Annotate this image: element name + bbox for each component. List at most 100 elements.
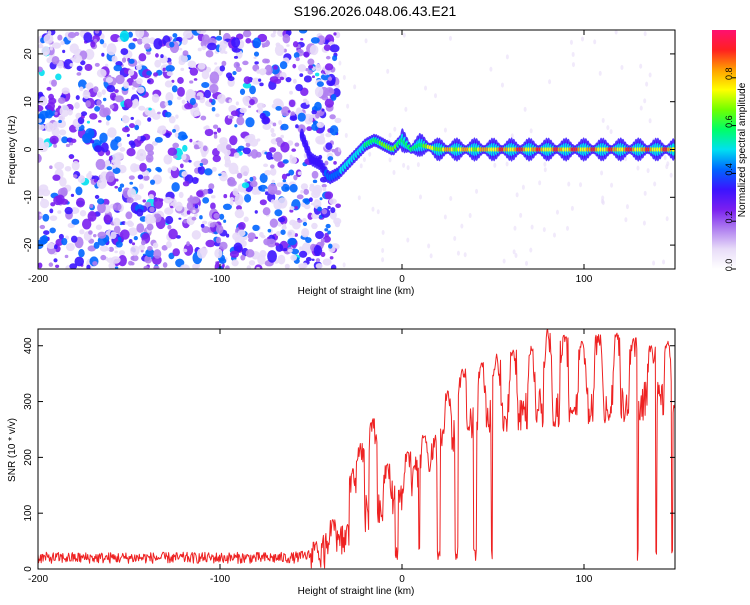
spectrogram-noise-cell: [239, 88, 246, 95]
spectrogram-noise-cell: [55, 73, 62, 81]
spectrogram-noise-cell: [115, 241, 123, 248]
spectrogram-faint-cell: [519, 212, 523, 218]
spectrogram-faint-cell: [502, 258, 506, 264]
spectrogram-noise-cell: [177, 86, 185, 97]
spectrogram-noise-cell: [215, 236, 222, 244]
spectrogram-faint-cell: [569, 39, 573, 45]
spectrogram-noise-cell: [119, 147, 126, 152]
spectrogram-noise-cell: [229, 200, 234, 206]
spectrogram-faint-cell: [342, 75, 346, 81]
spectrogram-noise-cell: [89, 203, 94, 209]
spectrogram-faint-cell: [406, 165, 410, 171]
spectrogram-noise-cell: [334, 117, 342, 124]
spectrogram-faint-cell: [353, 84, 357, 90]
spectrogram-noise-cell: [253, 56, 257, 59]
snr-ylabel: SNR (10 * v/v): [7, 418, 18, 482]
spectrogram-noise-cell: [264, 191, 269, 196]
spectrogram-noise-cell: [197, 62, 206, 70]
spectrogram-noise-cell: [157, 111, 161, 115]
spectrogram-noise-cell: [322, 186, 327, 192]
spectrogram-noise-cell: [311, 258, 315, 261]
spectrogram-noise-cell: [298, 30, 308, 34]
spectrogram-noise-cell: [130, 142, 136, 149]
spectrogram-faint-cell: [646, 168, 650, 174]
spectrogram-noise-cell: [262, 207, 271, 216]
spectrogram-noise-cell: [280, 134, 285, 139]
spectrogram-noise-cell: [288, 99, 296, 108]
spectrogram-noise-cell: [131, 86, 136, 90]
spectrogram-noise-cell: [243, 216, 249, 223]
spectrogram-faint-cell: [402, 32, 406, 38]
spectrogram-noise-cell: [94, 30, 100, 34]
spectrogram-faint-cell: [648, 72, 652, 78]
spectrogram-noise-cell: [274, 242, 280, 246]
spectrogram-noise-cell: [117, 236, 122, 242]
spectrogram-noise-cell: [270, 199, 276, 204]
spectrogram-faint-cell: [381, 248, 385, 254]
spectrogram-noise-cell: [216, 127, 222, 133]
spectrogram-noise-cell: [88, 230, 93, 235]
spectrogram-noise-cell: [138, 53, 147, 62]
spectrogram-noise-cell: [89, 113, 98, 120]
spectrogram-noise-cell: [119, 30, 130, 42]
spectrogram-noise-cell: [229, 250, 239, 258]
spectrogram-faint-cell: [427, 243, 431, 249]
spectrogram-faint-cell: [371, 206, 375, 212]
spectrogram-noise-cell: [75, 186, 83, 196]
spectrogram-noise-cell: [315, 63, 322, 72]
spectrogram-noise-cell: [324, 228, 329, 232]
spectrogram-noise-cell: [289, 90, 293, 95]
spectrogram-noise-cell: [313, 245, 323, 257]
spectrogram-noise-cell: [163, 196, 173, 204]
spectrogram-noise-cell: [230, 110, 239, 117]
spectrogram-noise-cell: [120, 48, 129, 56]
spectrogram-noise-cell: [77, 117, 85, 125]
spectrogram-noise-cell: [239, 107, 247, 114]
spectrogram-noise-cell: [133, 164, 142, 172]
spectrogram-noise-cell: [106, 84, 116, 93]
spectrogram-noise-cell: [293, 52, 300, 59]
spectrogram-noise-cell: [183, 243, 194, 256]
spectrogram-noise-cell: [322, 258, 332, 266]
spectrogram-noise-cell: [172, 33, 178, 38]
spectrogram-noise-cell: [289, 206, 295, 211]
spectrogram-faint-cell: [381, 257, 385, 263]
snr-series-line: [38, 329, 675, 569]
spectrogram-noise-cell: [41, 46, 50, 56]
spectrogram-noise-cell: [212, 89, 216, 94]
spectrogram-noise-cell: [267, 228, 272, 233]
spectrogram-noise-cell: [312, 179, 318, 184]
spectrogram-noise-cell: [292, 63, 297, 69]
spectrogram-noise-cell: [105, 247, 110, 251]
spectrogram-noise-cell: [249, 138, 259, 147]
spectrogram-noise-cell: [150, 216, 156, 224]
spectrogram-noise-cell: [291, 148, 297, 152]
spectrogram-noise-cell: [49, 165, 53, 170]
spectrogram-noise-cell: [241, 182, 250, 189]
spectrogram-faint-cell: [598, 70, 602, 76]
spectrogram-faint-cell: [404, 106, 408, 112]
spectrogram-noise-cell: [240, 165, 250, 176]
spectrogram-faint-cell: [601, 117, 605, 123]
spectrogram-noise-cell: [102, 42, 107, 48]
spectrogram-noise-cell: [205, 50, 214, 58]
spectrogram-noise-cell: [64, 165, 72, 172]
spectrogram-noise-cell: [139, 162, 147, 172]
spectrogram-noise-cell: [71, 218, 80, 225]
spectrogram-noise-cell: [219, 213, 225, 220]
spectrogram-noise-cell: [177, 76, 184, 84]
spectrogram-noise-cell: [170, 205, 174, 209]
spectrogram-noise-cell: [136, 208, 144, 217]
spectrogram-noise-cell: [137, 174, 144, 180]
spectrogram-noise-cell: [149, 179, 156, 185]
snr-xtick-label: -200: [28, 574, 48, 585]
spectrogram-noise-cell: [38, 139, 45, 149]
spectrogram-noise-cell: [178, 191, 184, 199]
spectrogram-noise-cell: [127, 187, 137, 199]
spectrogram-noise-cell: [147, 79, 151, 83]
spectrogram-noise-cell: [328, 243, 333, 249]
spectrogram-noise-cell: [254, 61, 259, 65]
spectrogram-ytick-label: 20: [23, 48, 34, 60]
